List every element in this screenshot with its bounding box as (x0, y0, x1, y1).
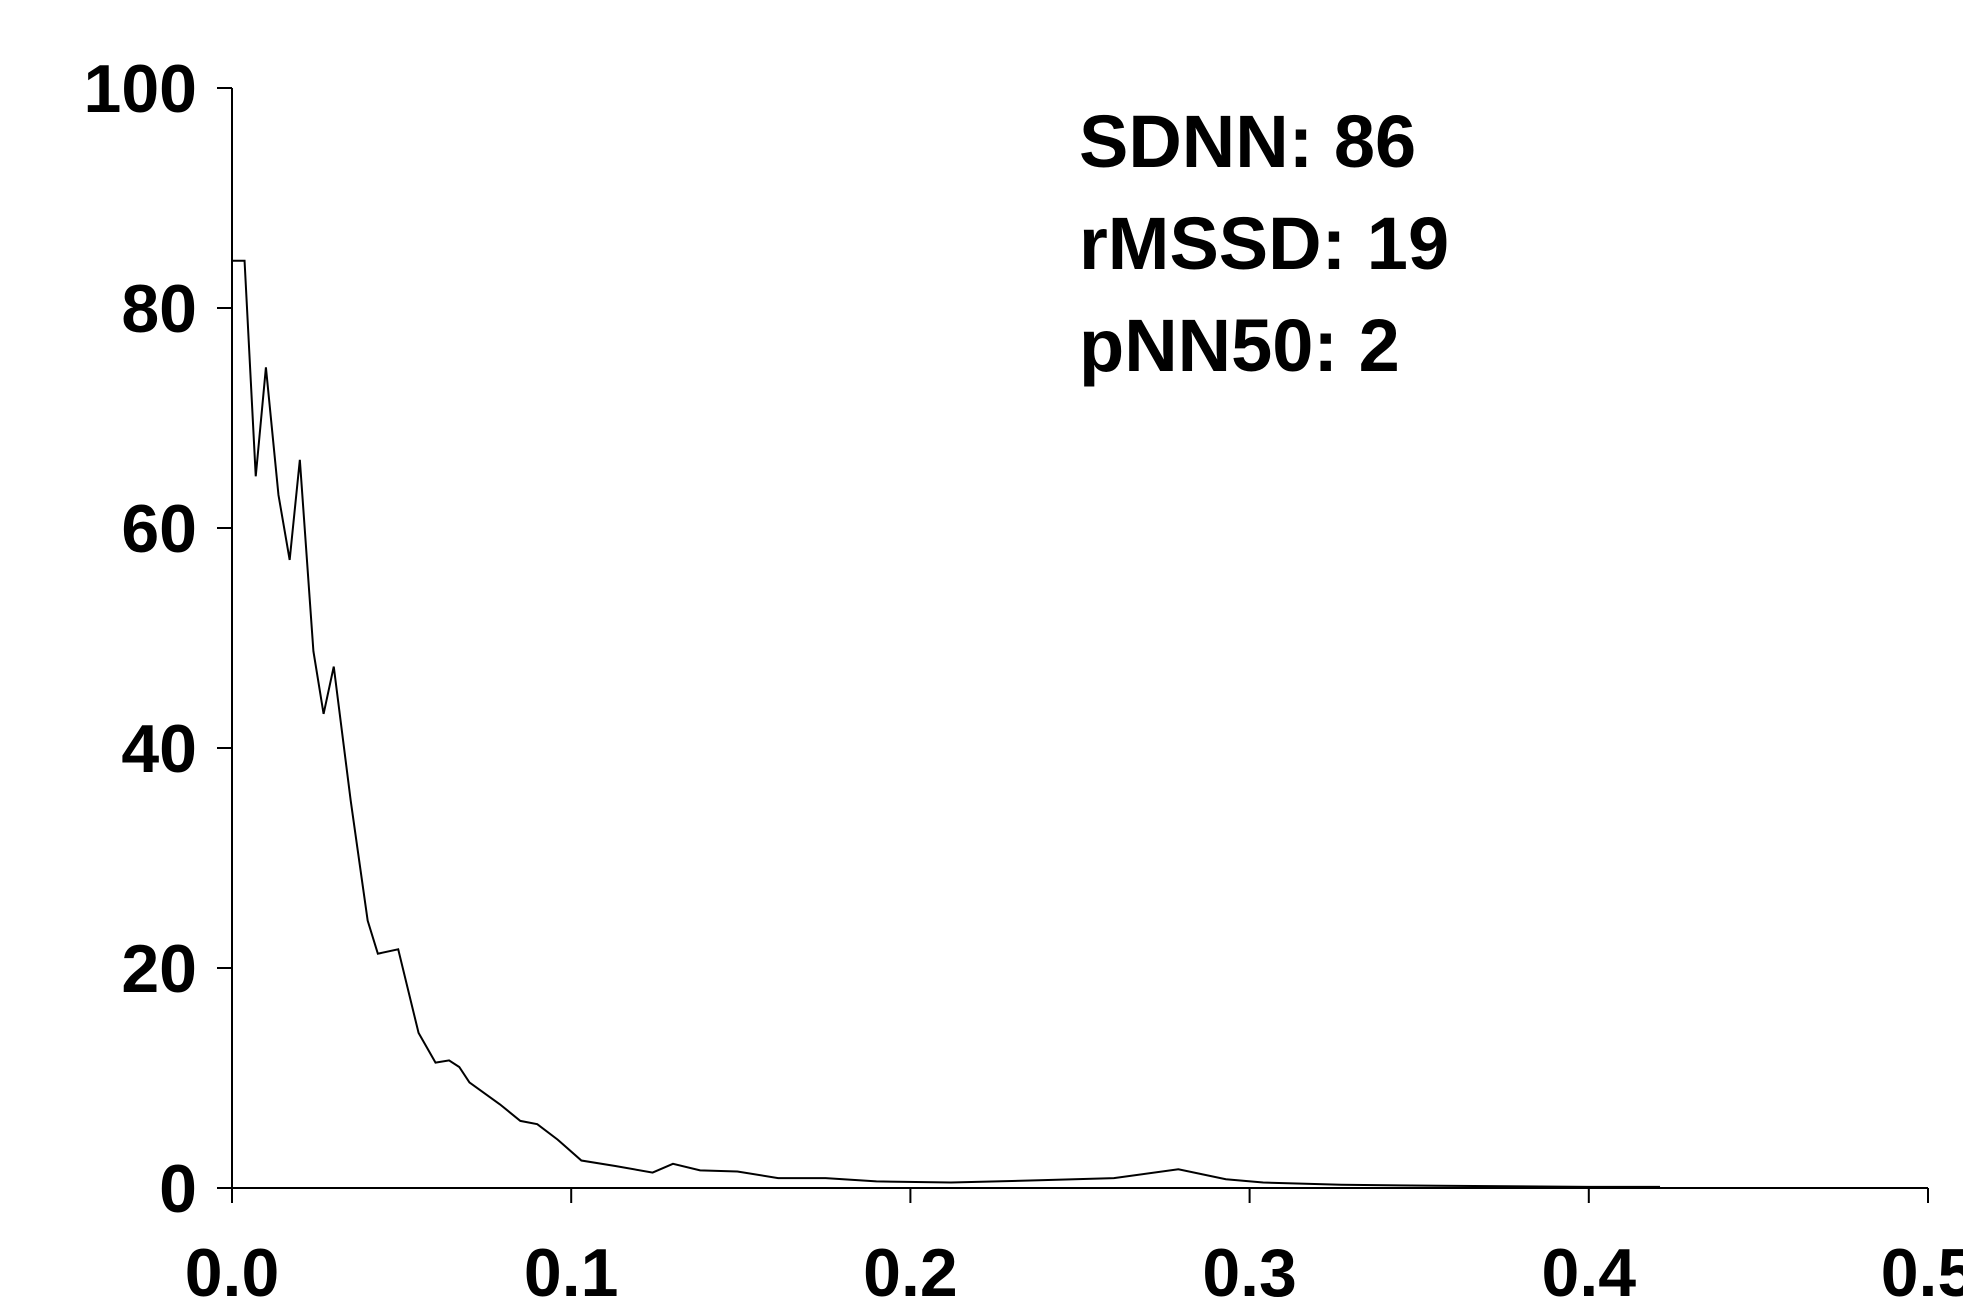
annotation: SDNN: 86 (1079, 100, 1416, 183)
data-line (232, 259, 1661, 1188)
y-tick-label: 100 (84, 51, 197, 127)
x-tick-label: 0.5 (1881, 1235, 1963, 1311)
x-tick-label: 0.3 (1202, 1235, 1297, 1311)
x-tick-label: 0.0 (185, 1235, 280, 1311)
y-tick-label: 40 (121, 711, 197, 787)
x-tick-label: 0.2 (863, 1235, 958, 1311)
y-tick-label: 80 (121, 271, 197, 347)
annotation: pNN50: 2 (1079, 304, 1400, 387)
y-tick-label: 60 (121, 491, 197, 567)
y-tick-label: 20 (121, 931, 197, 1007)
x-tick-label: 0.4 (1542, 1235, 1637, 1311)
y-tick-label: 0 (159, 1151, 197, 1227)
annotation: rMSSD: 19 (1079, 202, 1449, 285)
x-tick-label: 0.1 (524, 1235, 619, 1311)
